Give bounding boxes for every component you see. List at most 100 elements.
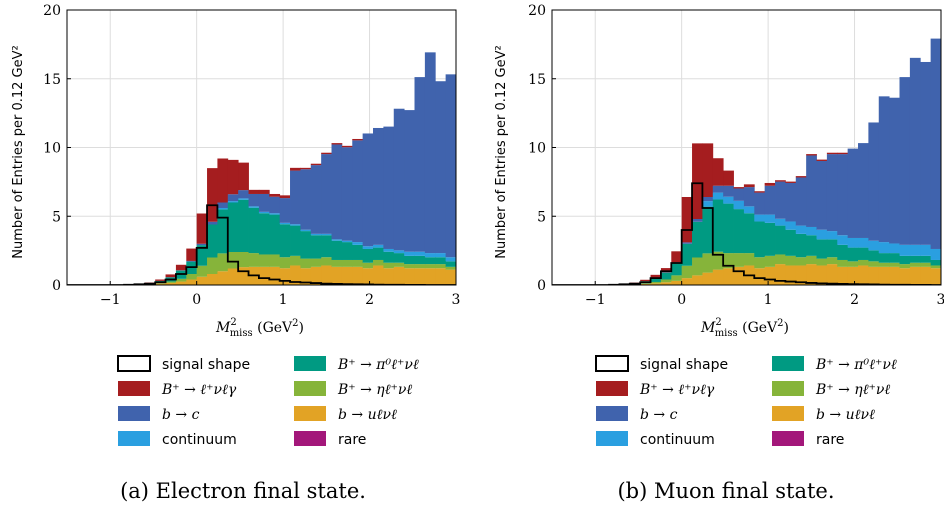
legend-item-signal: signal shape	[117, 355, 250, 373]
bar-cont-32	[393, 250, 405, 254]
legend-label-eta: B⁺ → ηℓ⁺νℓ	[815, 382, 890, 398]
bar-eta-30	[858, 259, 869, 266]
y-tick-label-0: 0	[537, 278, 546, 294]
bar-btoc-36	[920, 61, 932, 245]
x-tick-label-4: 3	[937, 292, 944, 308]
bar-bulnu-29	[362, 268, 374, 285]
legend-item-rare: rare	[772, 431, 844, 448]
y-axis-label-b: Number of Entries per 0.12 GeV²	[494, 45, 509, 258]
bar-btoc-18	[248, 193, 260, 207]
bar-btoc-22	[775, 181, 786, 219]
bar-pi0-23	[785, 229, 797, 256]
legend-b: signal shape B⁺ → π⁰ℓ⁺νℓ B⁺ → ℓ⁺νℓγ B⁺ → ηℓ…	[595, 355, 897, 448]
legend-label-rare: rare	[338, 432, 366, 448]
bar-bulnu-25	[806, 264, 817, 285]
bar-rad-10	[165, 274, 177, 278]
bar-eta-10	[650, 281, 662, 284]
bar-btoc-28	[352, 140, 364, 243]
bar-btoc-28	[837, 154, 849, 236]
legend-item-btoc: b → c	[118, 406, 200, 423]
bar-pi0-35	[909, 255, 921, 263]
bar-bulnu-20	[269, 266, 281, 285]
bar-pi0-24	[310, 235, 322, 259]
bar-bulnu-9	[640, 283, 651, 285]
bar-rad-27	[341, 145, 353, 148]
bar-eta-31	[868, 261, 880, 267]
bar-pi0-20	[754, 221, 766, 258]
bar-bulnu-35	[909, 266, 921, 285]
bar-eta-21	[764, 255, 776, 267]
bar-cont-32	[878, 242, 890, 254]
bar-bulnu-37	[930, 268, 941, 285]
bar-rad-26	[816, 159, 828, 161]
bar-pi0-34	[899, 255, 911, 265]
legend-item-signal: signal shape	[595, 355, 728, 373]
bar-eta-35	[424, 264, 436, 269]
bar-pi0-36	[435, 257, 447, 265]
bar-btoc-29	[362, 133, 374, 247]
bar-cont-15	[702, 201, 714, 207]
legend-swatch-rare	[772, 431, 804, 446]
bar-cont-28	[352, 242, 364, 245]
bar-bulnu-17	[238, 267, 249, 285]
bar-bulnu-11	[175, 281, 187, 285]
bar-bulnu-27	[341, 266, 353, 285]
legend-label-signal: signal shape	[640, 357, 728, 373]
y-tick-label-4: 20	[43, 3, 61, 19]
bar-bulnu-36	[920, 266, 932, 285]
bar-rad-21	[764, 182, 776, 186]
legend-label-rad: B⁺ → ℓ⁺νℓγ	[639, 382, 715, 398]
bar-btoc-31	[868, 122, 880, 241]
bar-bulnu-21	[279, 268, 291, 285]
bar-cont-30	[373, 244, 384, 248]
legend-swatch-btoc	[596, 406, 628, 421]
bar-btoc-31	[383, 126, 395, 249]
bar-cont-22	[290, 224, 301, 226]
bar-cont-18	[248, 206, 260, 208]
bar-pi0-26	[331, 240, 343, 260]
bar-btoc-29	[847, 148, 859, 238]
bar-eta-11	[660, 279, 672, 283]
bar-pi0-19	[258, 213, 270, 255]
bar-eta-23	[300, 258, 312, 269]
bar-rad-13	[681, 197, 693, 243]
bar-bulnu-18	[733, 266, 745, 285]
bar-pi0-21	[764, 222, 776, 256]
bar-cont-25	[321, 233, 332, 236]
bar-btoc-33	[404, 110, 415, 252]
legend-item-bulnu: b → uℓνℓ	[772, 406, 875, 423]
bar-eta-12	[671, 275, 683, 281]
bar-bulnu-25	[321, 265, 332, 285]
bar-eta-11	[175, 278, 187, 282]
bar-eta-32	[393, 262, 405, 267]
y-tick-label-1: 5	[52, 209, 61, 225]
bar-rad-22	[775, 180, 786, 182]
bar-eta-19	[743, 253, 755, 266]
bar-pi0-28	[352, 244, 364, 260]
y-tick-label-0: 0	[52, 278, 61, 294]
bar-btoc-17	[238, 190, 249, 199]
bar-btoc-25	[321, 154, 332, 234]
bar-rad-18	[248, 189, 260, 194]
y-tick-label-1: 5	[537, 209, 546, 225]
bar-bulnu-35	[424, 268, 436, 285]
bar-cont-19	[743, 206, 755, 214]
bar-pi0-10	[650, 277, 662, 282]
bar-pi0-14	[692, 221, 703, 258]
panel-muon: −1 0 1 2 3 0 5 10 15 20 Number of Entries per 0.1…	[494, 3, 944, 503]
bar-pi0-37	[930, 259, 941, 266]
bar-rad-24	[795, 176, 807, 178]
bar-cont-16	[227, 201, 239, 203]
bar-cont-24	[310, 233, 322, 236]
bar-cont-25	[806, 226, 817, 236]
bar-rad-9	[155, 279, 166, 281]
bar-eta-27	[341, 259, 353, 267]
bar-eta-20	[269, 254, 281, 267]
legend-a: signal shape B⁺ → π⁰ℓ⁺νℓ B⁺ → ℓ⁺νℓγ B⁺ → ηℓ…	[117, 355, 419, 448]
histogram-bars-b	[619, 38, 941, 285]
bar-eta-34	[414, 264, 426, 269]
bar-pi0-11	[660, 272, 672, 280]
bar-rad-11	[175, 264, 187, 271]
legend-item-eta: B⁺ → ηℓ⁺νℓ	[294, 381, 412, 398]
bar-rad-9	[640, 279, 651, 282]
